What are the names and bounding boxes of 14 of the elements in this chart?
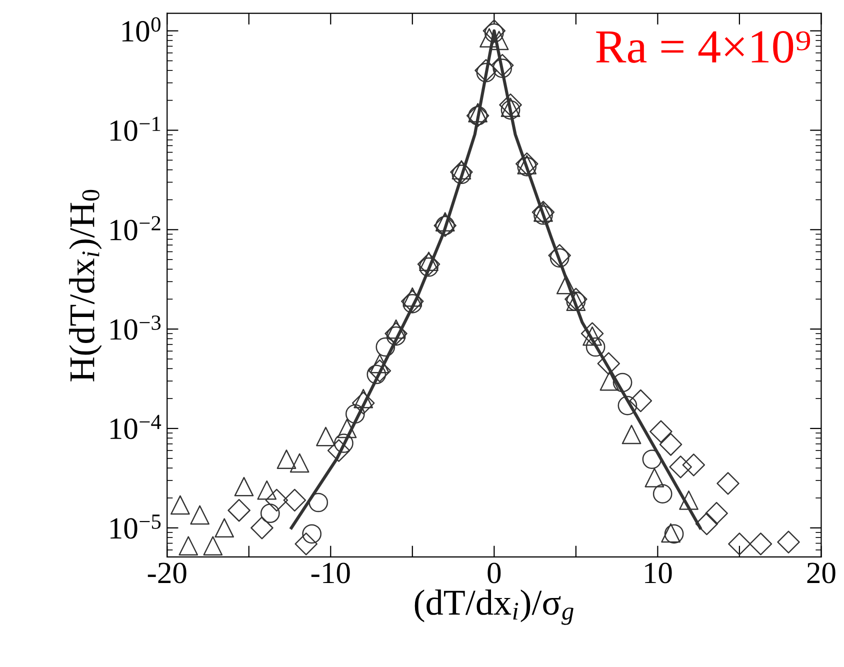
y-tick-label: 10$^{0}$: [122, 17, 160, 42]
y-tick-label: 10$^{−2}$: [110, 216, 160, 240]
x-tick-label: 20: [807, 562, 836, 584]
x-tick-label: -20: [148, 562, 186, 584]
x-axis-title: (dT/dx$_{i}$)/σ$_{g}$: [414, 590, 574, 625]
y-tick-label: 10$^{−1}$: [110, 116, 160, 141]
x-tick-label: -10: [311, 562, 350, 584]
x-tick-label: 10: [645, 562, 672, 584]
y-tick-label: 10$^{−5}$: [110, 514, 161, 539]
y-tick-label: 10$^{−4}$: [110, 414, 162, 440]
x-tick-label: 0: [488, 562, 501, 584]
y-axis-title: H(dT/dx$_{i}$)/H$_{0}$: [69, 190, 102, 382]
annotation: Ra = 4×10⁹: [596, 31, 810, 63]
y-tick-label: 10$^{−3}$: [110, 316, 161, 340]
